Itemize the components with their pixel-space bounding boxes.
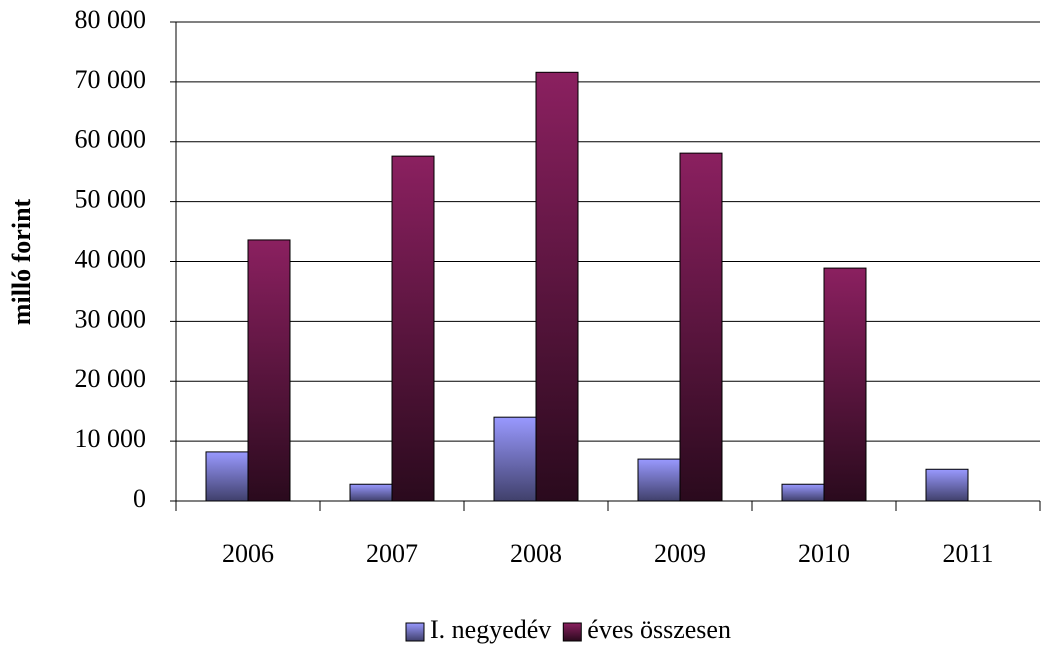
- y-tick-label: 30 000: [75, 304, 147, 333]
- y-tick-label: 70 000: [75, 65, 147, 94]
- y-tick-label: 50 000: [75, 185, 147, 214]
- y-axis-label: milló forint: [7, 198, 36, 325]
- bar: [925, 468, 969, 502]
- y-tick-label: 80 000: [75, 5, 147, 34]
- x-tick-label: 2009: [654, 539, 706, 568]
- x-tick-label: 2008: [510, 539, 562, 568]
- y-tick-label: 40 000: [75, 244, 147, 273]
- x-tick-label: 2010: [798, 539, 850, 568]
- bar: [493, 416, 537, 502]
- bar: [637, 458, 681, 502]
- y-tick-label: 10 000: [75, 424, 147, 453]
- legend-label: I. negyedév: [430, 615, 551, 644]
- y-tick-label: 0: [133, 484, 146, 513]
- x-tick-label: 2007: [366, 539, 418, 568]
- bar: [823, 267, 867, 502]
- y-tick-label: 60 000: [75, 125, 147, 154]
- y-tick-label: 20 000: [75, 364, 147, 393]
- bar: [781, 483, 825, 502]
- bar: [679, 152, 723, 502]
- x-tick-label: 2006: [222, 539, 274, 568]
- bar: [247, 239, 291, 502]
- bar: [391, 155, 435, 502]
- legend-label: éves összesen: [587, 615, 731, 644]
- bar: [205, 451, 249, 502]
- x-tick-label: 2011: [942, 539, 993, 568]
- bar: [535, 71, 579, 502]
- legend-swatch: [405, 622, 425, 642]
- legend-swatch: [562, 622, 582, 642]
- bar: [349, 483, 393, 502]
